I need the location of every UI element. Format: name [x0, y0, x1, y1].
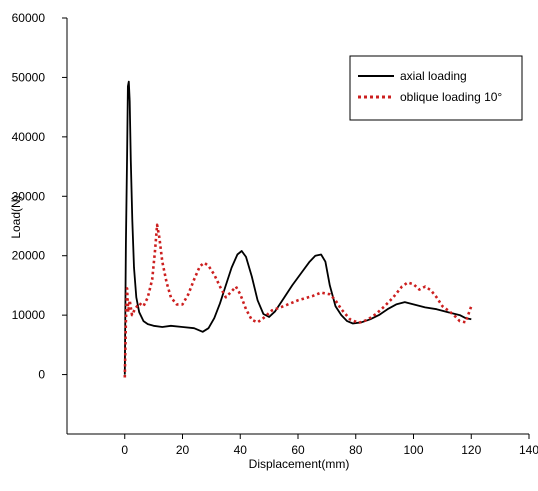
- legend: axial loading oblique loading 10°: [349, 55, 523, 121]
- legend-label-oblique-loading: oblique loading 10°: [400, 90, 502, 104]
- x-tick-label: 0: [121, 443, 128, 457]
- x-tick-label: 100: [403, 443, 423, 457]
- y-tick-label: 0: [38, 368, 45, 382]
- x-tick-label: 80: [349, 443, 363, 457]
- y-axis-title: Load(N): [9, 195, 23, 238]
- series-line-oblique-loading: [123, 223, 473, 378]
- x-tick-label: 120: [461, 443, 481, 457]
- x-tick-label: 60: [291, 443, 305, 457]
- legend-label-axial-loading: axial loading: [400, 69, 467, 83]
- legend-box: [349, 55, 523, 121]
- x-tick-label: 140: [519, 443, 538, 457]
- y-tick-label: 20000: [12, 249, 46, 263]
- y-axis: 0 10000 20000 30000 40000 50000 60000: [12, 11, 67, 382]
- y-tick-label: 10000: [12, 308, 46, 322]
- x-axis-title: Displacement(mm): [249, 457, 350, 471]
- series-line-axial-loading: [123, 80, 472, 375]
- series-layer: [123, 80, 473, 378]
- x-tick-label: 40: [234, 443, 248, 457]
- x-axis: 0 20 40 60 80 100 120 140: [121, 434, 538, 457]
- y-tick-label: 40000: [12, 130, 46, 144]
- y-tick-label: 60000: [12, 11, 46, 25]
- x-tick-label: 20: [176, 443, 190, 457]
- y-tick-label: 50000: [12, 70, 46, 84]
- y-tick-label: 30000: [12, 189, 46, 203]
